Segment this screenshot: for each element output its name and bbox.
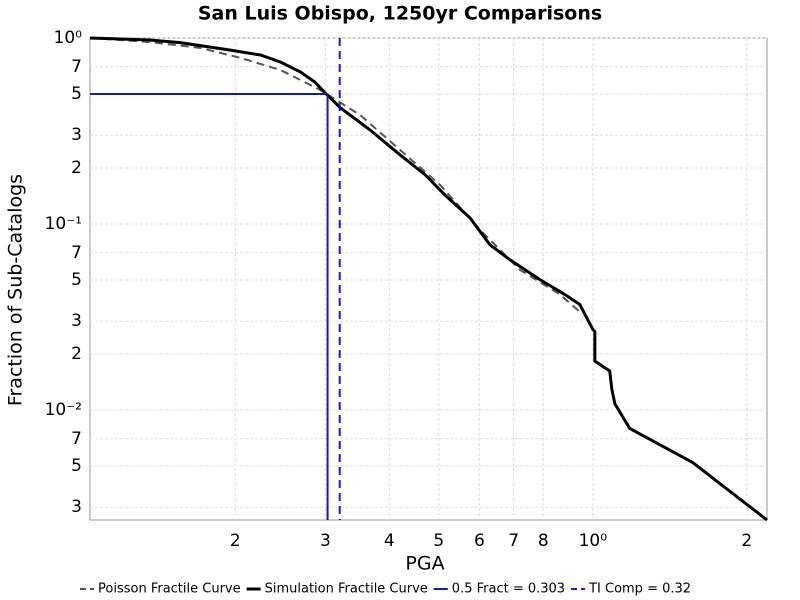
y-tick-label: 2 xyxy=(71,344,82,364)
x-tick-label: 6 xyxy=(474,531,485,551)
y-tick-label: 2 xyxy=(71,158,82,178)
x-tick-label: 2 xyxy=(741,531,752,551)
legend-label: Simulation Fractile Curve xyxy=(265,582,428,597)
y-tick-label: 7 xyxy=(71,429,82,449)
y-tick-label: 5 xyxy=(71,270,82,290)
legend-label: 0.5 Fract = 0.303 xyxy=(452,582,565,597)
x-tick-label: 10⁰ xyxy=(579,531,608,551)
y-tick-label: 10⁻¹ xyxy=(45,214,82,234)
chart-title: San Luis Obispo, 1250yr Comparisons xyxy=(198,3,602,25)
y-tick-label: 7 xyxy=(71,57,82,77)
series-line xyxy=(89,37,581,313)
legend-label: Poisson Fractile Curve xyxy=(98,582,241,597)
series-line xyxy=(89,36,768,522)
x-tick-label: 8 xyxy=(538,531,549,551)
y-tick-label: 5 xyxy=(71,456,82,476)
x-tick-label: 2 xyxy=(230,531,241,551)
x-tick-label: 4 xyxy=(384,531,395,551)
legend-label: TI Comp = 0.32 xyxy=(588,582,691,597)
y-tick-label: 3 xyxy=(71,497,82,517)
y-axis-label: Fraction of Sub-Catalogs xyxy=(5,174,27,406)
y-tick-label: 7 xyxy=(71,243,82,263)
y-tick-label: 3 xyxy=(71,311,82,331)
y-tick-label: 10⁰ xyxy=(54,28,83,48)
plot-frame xyxy=(89,37,768,521)
y-tick-label: 10⁻² xyxy=(45,400,82,420)
x-tick-label: 5 xyxy=(433,531,444,551)
y-tick-label: 5 xyxy=(71,84,82,104)
y-tick-label: 3 xyxy=(71,125,82,145)
x-tick-label: 3 xyxy=(320,531,331,551)
x-axis-label: PGA xyxy=(405,553,444,575)
x-tick-label: 7 xyxy=(508,531,519,551)
